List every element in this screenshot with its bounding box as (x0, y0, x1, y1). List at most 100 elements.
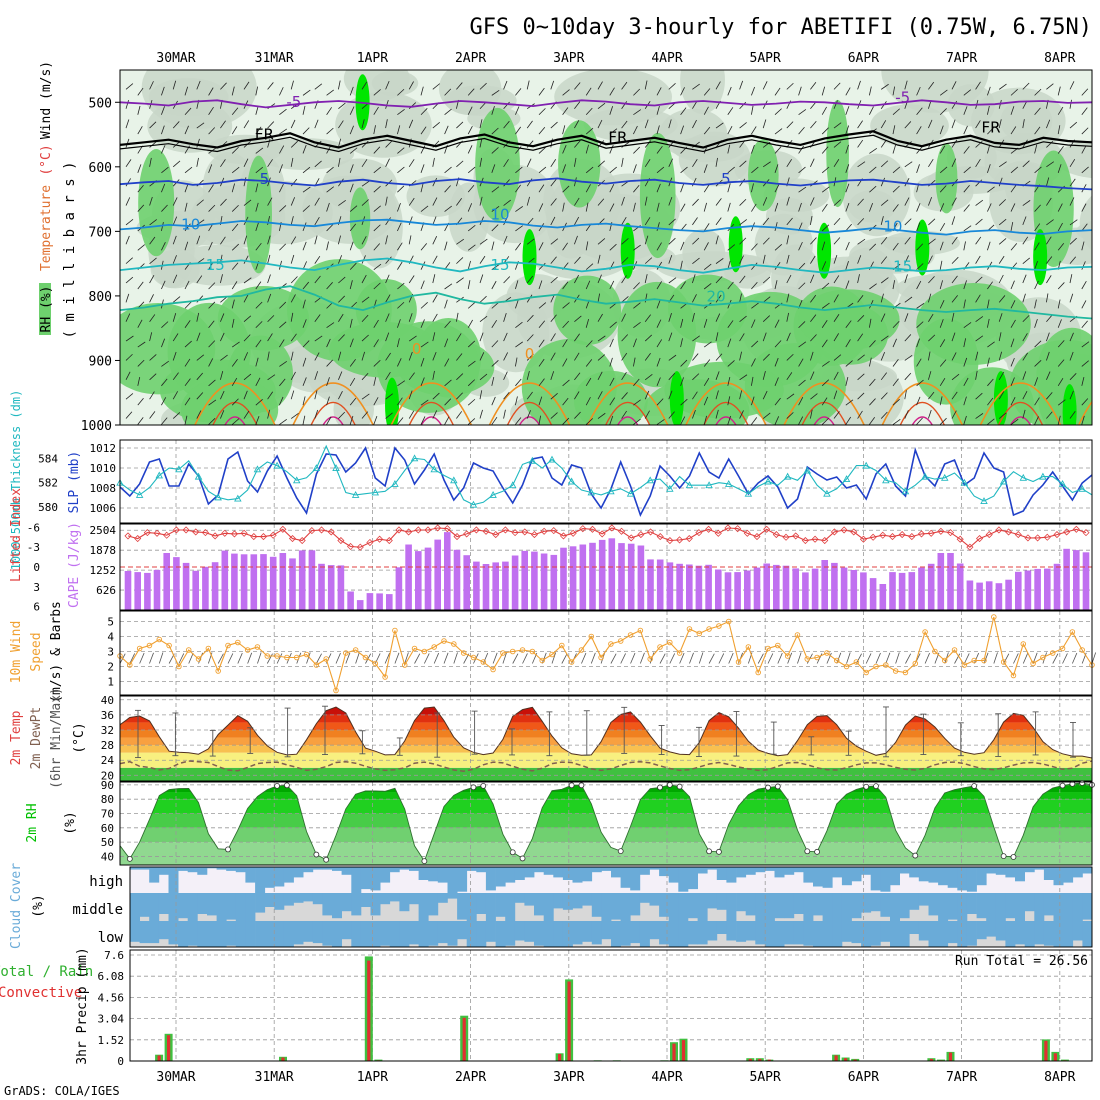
wind-barb (821, 397, 828, 406)
wind-barb (810, 237, 817, 245)
wind-barb (467, 319, 473, 328)
precip-panel: Run Total = 26.56 01.523.044.566.087.6To… (0, 947, 1093, 1068)
wind-barb (562, 125, 566, 135)
temp-band (120, 745, 1092, 753)
cape-bar (908, 572, 916, 610)
wind-barb (397, 261, 403, 270)
high-cloud-bar (226, 867, 237, 871)
middle-cloud-bar (543, 893, 554, 921)
thickness-point (214, 493, 222, 501)
cape-bar (715, 569, 722, 610)
li-point (888, 533, 897, 541)
wind-barb (526, 158, 532, 167)
wind-barb (739, 333, 745, 342)
precip-convective-bar (929, 1058, 933, 1061)
wind-barb (503, 120, 510, 129)
wind-barb (609, 377, 615, 387)
middle-cloud-bar (197, 893, 208, 914)
wind-barb (609, 128, 618, 135)
isotherm-5 (120, 177, 1092, 191)
wind-barb (963, 125, 968, 135)
slp-axis-label: SLP (mb) (67, 451, 82, 514)
cape-bar (676, 563, 683, 610)
li-point (347, 542, 355, 551)
high-cloud-bar (803, 867, 814, 883)
wind-barb (453, 652, 458, 664)
wind-barb (963, 377, 969, 387)
rh-band (120, 842, 1092, 865)
wind-barb (585, 280, 591, 290)
wind-barb (361, 236, 367, 245)
wind-barb (656, 281, 663, 290)
wind-barb (993, 652, 998, 664)
wind-barb (515, 378, 522, 387)
thickness-point (1058, 480, 1067, 487)
wind-barb (243, 177, 247, 187)
wind-barb (467, 106, 473, 115)
wind-barb (137, 359, 145, 367)
wind-barb (810, 274, 815, 284)
wind-barb (561, 653, 568, 664)
wind-barb (456, 392, 463, 400)
wind-barb (833, 254, 838, 264)
wind-barb (762, 390, 768, 400)
wind-barb (562, 185, 570, 193)
wind-barb (1069, 99, 1072, 109)
thickness-point (450, 476, 458, 484)
isotherm-label: 15 (893, 257, 912, 275)
low-cloud-bar (678, 921, 689, 947)
wind-barb (821, 241, 826, 251)
middle-cloud-bar (389, 893, 400, 902)
wind-barb (951, 410, 957, 419)
wind-barb (1057, 415, 1061, 425)
wind-barb (857, 294, 864, 303)
wind-barb (1010, 280, 1015, 290)
wind-barb (349, 205, 358, 212)
wind-barb (1010, 126, 1017, 135)
wind-barb (503, 235, 508, 245)
wind-barb (220, 82, 227, 90)
wind-barb (526, 80, 530, 90)
low-cloud-bar (986, 921, 997, 937)
wind-barb (243, 334, 251, 342)
wind-barb (279, 145, 285, 154)
high-cloud-bar (784, 867, 795, 875)
isotherm-warm (703, 401, 749, 425)
low-cloud-bar (899, 921, 910, 947)
wind-barb (314, 197, 320, 206)
wind-barb (255, 339, 262, 348)
wind-barb (306, 652, 311, 664)
wind-speed-point (725, 618, 732, 625)
wind-barb (904, 296, 913, 303)
wind-barb (314, 235, 318, 245)
wind-barb (432, 410, 438, 419)
wind-barb (774, 262, 781, 270)
wind-speed-point (235, 639, 241, 646)
high-cloud-bar (466, 867, 477, 871)
thickness-point (1039, 472, 1047, 480)
wind-speed-point (853, 659, 860, 665)
cape-bar (182, 562, 190, 610)
wind-speed-point (578, 647, 585, 653)
wind-barb (939, 125, 944, 135)
wind-barb (432, 157, 435, 167)
wind-barb (727, 376, 731, 386)
wind-barb (975, 120, 981, 129)
low-cloud-bar (505, 921, 516, 946)
middle-cloud-bar (851, 893, 862, 919)
wind-barb (656, 125, 660, 135)
wind-barb (1022, 315, 1030, 323)
wind-barb (998, 391, 1005, 400)
low-cloud-bar (764, 921, 775, 947)
wind-barb (1003, 653, 1010, 664)
wind-speed-point (156, 636, 163, 643)
wind-barb (597, 160, 605, 168)
wind-speed-point (676, 650, 683, 656)
cape-bar (356, 600, 364, 610)
wind-barb (208, 320, 215, 328)
wind-barb (797, 652, 802, 664)
wind-axis-label: Speed (29, 632, 44, 671)
wind-barb (302, 89, 311, 96)
rh-blob (583, 107, 678, 142)
li-point (975, 534, 984, 543)
